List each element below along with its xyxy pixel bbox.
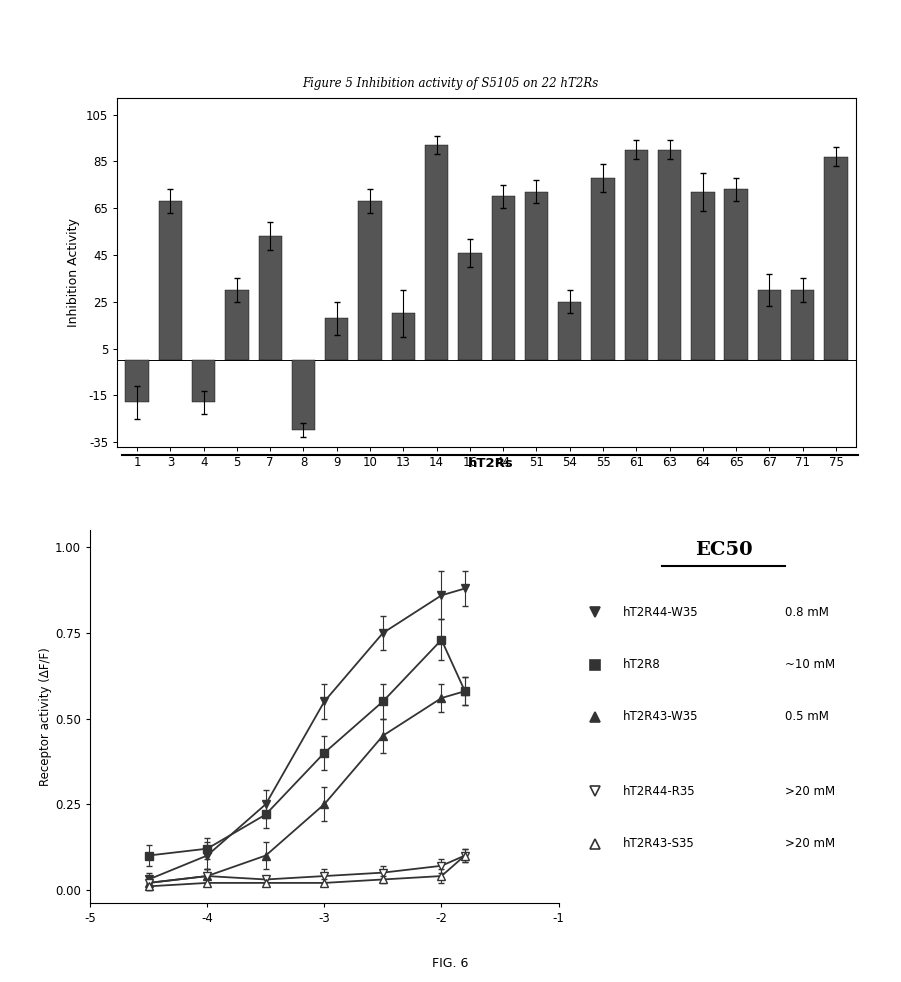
- Bar: [591, 178, 614, 360]
- Text: hT2R8: hT2R8: [623, 658, 660, 671]
- Bar: [758, 290, 781, 360]
- Text: hT2Rs: hT2Rs: [469, 457, 514, 469]
- Bar: [192, 360, 215, 403]
- Text: >20 mM: >20 mM: [785, 785, 835, 798]
- Bar: [425, 145, 449, 360]
- Text: hT2R44-R35: hT2R44-R35: [623, 785, 696, 798]
- Bar: [392, 313, 415, 360]
- Text: Figure 5 Inhibition activity of S5105 on 22 hT2Rs: Figure 5 Inhibition activity of S5105 on…: [303, 77, 598, 90]
- Bar: [558, 301, 581, 360]
- Text: hT2R43-S35: hT2R43-S35: [623, 838, 695, 850]
- Bar: [492, 196, 514, 360]
- Text: 0.5 mM: 0.5 mM: [785, 710, 829, 724]
- Y-axis label: Receptor activity (ΔF/F): Receptor activity (ΔF/F): [40, 647, 52, 787]
- Text: hT2R43-W35: hT2R43-W35: [623, 710, 698, 724]
- Bar: [225, 290, 249, 360]
- Bar: [658, 149, 681, 360]
- Text: hT2R44-W35: hT2R44-W35: [623, 606, 698, 619]
- Bar: [325, 318, 349, 360]
- Bar: [159, 201, 182, 360]
- Bar: [824, 157, 848, 360]
- Bar: [624, 149, 648, 360]
- Bar: [524, 191, 548, 360]
- Text: >20 mM: >20 mM: [785, 838, 835, 850]
- Bar: [724, 190, 748, 360]
- Y-axis label: Inhibition Activity: Inhibition Activity: [68, 218, 80, 327]
- Bar: [791, 290, 815, 360]
- Text: 0.8 mM: 0.8 mM: [785, 606, 829, 619]
- Bar: [459, 252, 481, 360]
- Bar: [125, 360, 149, 403]
- Bar: [259, 237, 282, 360]
- Text: EC50: EC50: [695, 541, 752, 560]
- Point: [657, 560, 668, 572]
- Point: [779, 560, 790, 572]
- Bar: [691, 191, 714, 360]
- Bar: [292, 360, 315, 430]
- Text: FIG. 6: FIG. 6: [432, 957, 469, 970]
- Bar: [359, 201, 382, 360]
- Text: ~10 mM: ~10 mM: [785, 658, 835, 671]
